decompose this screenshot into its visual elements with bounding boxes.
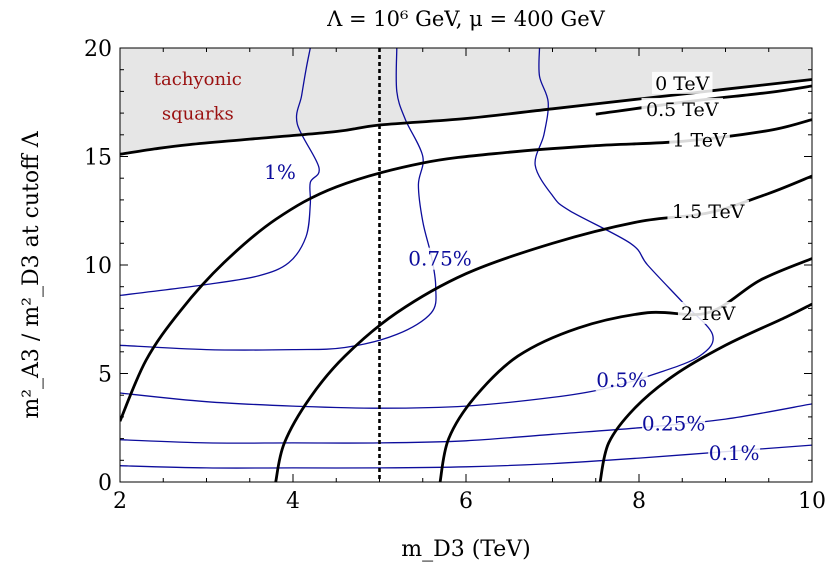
x-tick-label: 2: [113, 489, 127, 514]
blue-contour-label-4-halo: [642, 412, 706, 435]
axes: 2 4 6 8 10 0 5 10 15 20 m_D3 (TeV) m²_A3 / m²_D3 at…: [19, 37, 826, 562]
x-tick-label: 4: [286, 489, 300, 514]
black-contour-label-5: 2 TeV: [681, 303, 736, 325]
blue-contour-label-5: 0.1%: [709, 441, 760, 465]
black-contour-label-1: 0 TeV: [655, 73, 710, 95]
y-tick-label: 20: [84, 37, 112, 62]
black-contour-label-2-halo: [641, 97, 723, 120]
blue-contour-label-3-halo: [595, 369, 648, 392]
blue-contour-label-5-halo: [708, 441, 761, 464]
black-contour-5: [438, 257, 812, 482]
blue-contour-2: [120, 48, 437, 351]
y-tick-label: 10: [84, 254, 112, 279]
black-contour-label-4-halo: [667, 199, 749, 222]
blue-contour-label-2: 0.75%: [408, 247, 472, 271]
chart-title: Λ = 10⁶ GeV, μ = 400 GeV: [326, 7, 606, 31]
y-axis-label: m²_A3 / m²_D3 at cutoff Λ: [19, 130, 44, 418]
blue-contour-label-1-halo: [265, 160, 296, 183]
region-label-line1: tachyonic: [154, 69, 242, 90]
black-contour-6: [598, 302, 812, 482]
tachyonic-region: [120, 48, 812, 155]
x-tick-label: 8: [632, 489, 646, 514]
y-tick-label: 0: [98, 471, 112, 496]
blue-contour-5: [120, 444, 812, 469]
black-contour-label-1-halo: [652, 71, 713, 94]
black-contour-label-5-halo: [677, 301, 739, 324]
blue-contour-1: [120, 48, 320, 297]
blue-contour-3: [120, 48, 714, 409]
blue-contour-label-4: 0.25%: [642, 412, 706, 436]
black-contour-label-2: 0.5 TeV: [646, 99, 719, 121]
black-contour-label-4: 1.5 TeV: [672, 201, 745, 223]
y-tick-label: 5: [98, 363, 112, 388]
x-tick-label: 10: [798, 489, 826, 514]
black-contour-1: [120, 78, 812, 156]
blue-contour-label-3: 0.5%: [596, 368, 647, 392]
y-tick-label: 15: [84, 146, 112, 171]
chart-overlay: tachyonic squarks 0 TeV 0.5 TeV 1 TeV 1.5 TeV…: [154, 69, 761, 465]
black-contour-label-3-halo: [669, 128, 730, 151]
x-tick-label: 6: [459, 489, 473, 514]
black-contour-label-3: 1 TeV: [672, 129, 727, 151]
x-axis-label: m_D3 (TeV): [401, 537, 531, 562]
region-label-line2: squarks: [162, 104, 234, 125]
blue-contour-label-2-halo: [408, 247, 472, 270]
blue-contour-label-1: 1%: [264, 160, 296, 184]
